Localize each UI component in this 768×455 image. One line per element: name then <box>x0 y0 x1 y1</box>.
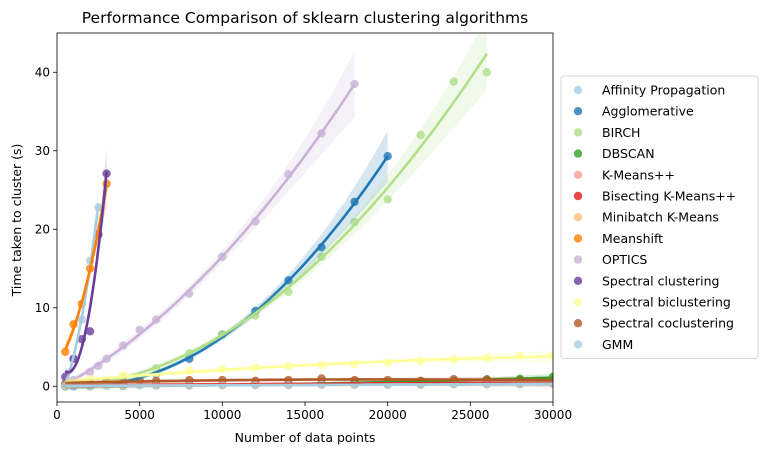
fit-line <box>64 83 356 386</box>
x-tick-label: 25000 <box>451 408 489 422</box>
legend-marker <box>573 234 583 243</box>
y-tick-label: 20 <box>35 222 50 236</box>
legend-label: Spectral biclustering <box>602 295 731 310</box>
legend-label: OPTICS <box>602 252 647 267</box>
fit-line <box>64 204 100 386</box>
legend-marker <box>573 128 583 137</box>
y-tick-label: 0 <box>42 379 50 393</box>
legend-item-bisecting-k-meansplusplus: Bisecting K-Means++ <box>573 189 736 204</box>
legend-item-spectral-clustering: Spectral clustering <box>573 273 719 288</box>
legend-marker <box>573 340 583 349</box>
y-tick-label: 40 <box>35 65 50 79</box>
x-tick-label: 30000 <box>534 408 572 422</box>
legend-marker <box>573 255 583 264</box>
legend-marker <box>573 213 583 222</box>
legend-marker <box>573 297 583 307</box>
legend-label: Minibatch K-Means <box>602 210 719 225</box>
legend-marker <box>573 170 583 179</box>
x-tick-label: 5000 <box>124 408 155 422</box>
fit-line <box>65 355 553 383</box>
fit-line <box>64 185 108 351</box>
legend-label: K-Means++ <box>602 167 675 182</box>
y-tick-label: 10 <box>35 301 50 315</box>
fit-line <box>65 52 488 389</box>
legend-label: Affinity Propagation <box>602 83 725 98</box>
legend-item-k-meansplusplus: K-Means++ <box>573 167 675 182</box>
data-point <box>449 77 458 86</box>
legend-label: Spectral clustering <box>602 273 719 288</box>
legend-label: GMM <box>602 337 633 352</box>
legend-marker <box>573 319 583 328</box>
legend-item-meanshift: Meanshift <box>573 231 663 246</box>
x-tick-label: 15000 <box>286 408 324 422</box>
x-tick-label: 20000 <box>369 408 407 422</box>
legend-item-spectral-coclustering: Spectral coclustering <box>573 316 734 331</box>
fit-line <box>65 378 553 385</box>
data-point <box>383 195 392 204</box>
data-point <box>61 347 70 356</box>
plot-area <box>61 33 553 391</box>
legend-item-minibatch-k-means: Minibatch K-Means <box>573 210 719 225</box>
legend-item-affinity-propagation: Affinity Propagation <box>573 83 725 98</box>
fit-line <box>65 382 553 388</box>
legend-label: BIRCH <box>602 125 640 140</box>
confidence-band <box>65 130 388 390</box>
y-tick-label: 30 <box>35 144 50 158</box>
legend: Affinity Propagation Agglomerative BIRCH DB… <box>560 75 759 360</box>
legend-item-agglomerative: Agglomerative <box>573 104 694 119</box>
x-tick-label: 0 <box>53 408 61 422</box>
legend-label: DBSCAN <box>602 146 655 161</box>
data-point <box>85 327 95 336</box>
legend-label: Spectral coclustering <box>602 316 734 331</box>
legend-marker <box>573 276 583 285</box>
x-axis-label: Number of data points <box>235 430 376 445</box>
legend-item-birch: BIRCH <box>573 125 640 140</box>
x-tick-label: 10000 <box>203 408 241 422</box>
data-point <box>482 68 492 77</box>
legend-label: Bisecting K-Means++ <box>602 189 736 204</box>
legend-marker <box>573 191 583 201</box>
fit-line <box>64 171 108 374</box>
chart-title: Performance Comparison of sklearn cluste… <box>82 9 528 27</box>
legend-item-optics: OPTICS <box>573 252 647 267</box>
legend-marker <box>573 107 583 116</box>
y-axis-label: Time taken to cluster (s) <box>9 144 24 298</box>
legend-item-dbscan: DBSCAN <box>573 146 655 161</box>
legend-marker <box>573 85 583 95</box>
axes: 0 5000 10000 15000 20000 25000 30000 0 10 20 30 40 <box>35 32 572 422</box>
legend-box <box>560 75 759 360</box>
legend-label: Agglomerative <box>602 104 694 119</box>
legend-item-gmm: GMM <box>573 337 633 352</box>
confidence-band <box>65 147 107 376</box>
legend-label: Meanshift <box>602 231 663 246</box>
legend-item-spectral-biclustering: Spectral biclustering <box>573 295 731 310</box>
confidence-band <box>65 50 355 388</box>
legend-marker <box>573 149 583 158</box>
data-point <box>416 130 425 140</box>
